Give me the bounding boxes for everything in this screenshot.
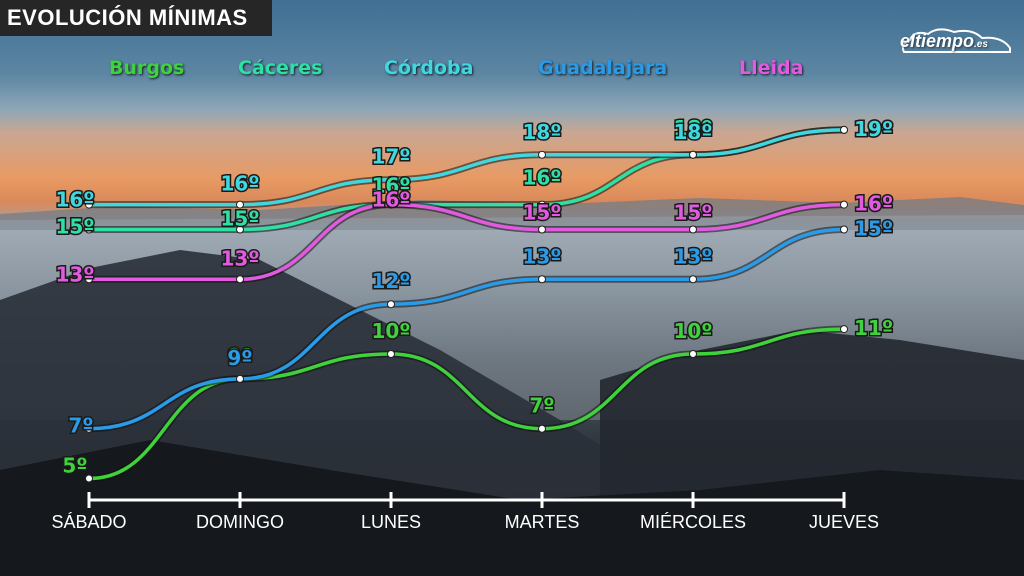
data-label-guadalajara: 13º bbox=[522, 244, 561, 268]
series-line-burgos bbox=[88, 327, 845, 481]
cloud-logo-icon bbox=[901, 28, 1011, 53]
data-point-cordoba bbox=[387, 175, 395, 184]
data-point-cordoba bbox=[689, 150, 697, 159]
data-label-burgos: 11º bbox=[854, 316, 893, 340]
data-point-guadalajara bbox=[689, 275, 697, 284]
data-point-burgos bbox=[840, 325, 848, 334]
data-point-guadalajara bbox=[236, 374, 244, 383]
brand-name: eltiempo bbox=[900, 31, 975, 51]
data-point-guadalajara bbox=[85, 424, 93, 433]
data-point-caceres bbox=[236, 225, 244, 234]
data-point-burgos bbox=[387, 350, 395, 358]
data-label-lleida: 15º bbox=[673, 201, 712, 225]
data-point-cordoba bbox=[538, 150, 546, 159]
x-tick-label: MARTES bbox=[505, 512, 580, 532]
data-label-cordoba: 17º bbox=[371, 145, 410, 169]
legend-lleida: Lleida bbox=[739, 57, 804, 79]
data-point-lleida bbox=[236, 275, 244, 284]
x-tick-label: MIÉRCOLES bbox=[640, 512, 746, 532]
data-point-lleida bbox=[538, 225, 546, 234]
data-point-guadalajara bbox=[387, 300, 395, 309]
data-point-cordoba bbox=[236, 200, 244, 209]
data-point-lleida bbox=[85, 275, 93, 284]
data-label-lleida: 16º bbox=[371, 188, 410, 212]
data-point-guadalajara bbox=[840, 225, 848, 234]
data-label-cordoba: 19º bbox=[854, 117, 893, 141]
data-point-burgos bbox=[538, 424, 546, 433]
data-label-caceres: 15º bbox=[55, 215, 94, 239]
x-tick-label: SÁBADO bbox=[51, 512, 126, 532]
data-label-burgos: 9º bbox=[227, 344, 252, 368]
data-point-guadalajara bbox=[538, 275, 546, 284]
data-point-burgos bbox=[85, 474, 93, 483]
series-line-lleida bbox=[88, 202, 845, 282]
data-label-cordoba: 18º bbox=[522, 120, 561, 144]
x-tick-label: JUEVES bbox=[809, 512, 879, 532]
legend-cordoba: Córdoba bbox=[384, 57, 474, 79]
data-label-burgos: 10º bbox=[371, 319, 410, 343]
distant-mountains bbox=[0, 197, 1024, 230]
data-label-cordoba: 16º bbox=[220, 172, 259, 196]
data-label-guadalajara: 12º bbox=[371, 269, 410, 293]
x-tick-label: DOMINGO bbox=[196, 512, 284, 532]
data-point-lleida bbox=[387, 200, 395, 209]
data-label-caceres: 19º bbox=[854, 117, 893, 141]
data-label-cordoba: 16º bbox=[55, 188, 94, 212]
data-label-caceres: 15º bbox=[220, 207, 259, 231]
legend-burgos: Burgos bbox=[109, 57, 185, 79]
series-line-cordoba bbox=[88, 128, 845, 207]
page-title: EVOLUCIÓN MÍNIMAS bbox=[7, 5, 248, 30]
data-point-cordoba bbox=[840, 125, 848, 134]
data-label-lleida: 16º bbox=[854, 192, 893, 216]
series-line-shadow-guadalajara bbox=[88, 226, 845, 433]
legend-guadalajara: Guadalajara bbox=[538, 57, 668, 79]
data-point-caceres bbox=[85, 225, 93, 234]
data-label-burgos: 5º bbox=[62, 454, 87, 478]
data-label-guadalajara: 15º bbox=[854, 217, 893, 241]
data-label-lleida: 13º bbox=[220, 246, 259, 270]
data-label-guadalajara: 9º bbox=[227, 346, 252, 370]
data-label-burgos: 7º bbox=[529, 394, 554, 418]
data-label-caceres: 16º bbox=[371, 174, 410, 198]
data-label-caceres: 18º bbox=[673, 116, 712, 140]
brand-logo[interactable]: eltiempo.es bbox=[900, 31, 988, 52]
data-point-lleida bbox=[689, 225, 697, 234]
data-point-caceres bbox=[538, 200, 546, 209]
brand-tld: .es bbox=[974, 39, 988, 50]
data-label-guadalajara: 7º bbox=[68, 414, 93, 438]
legend-caceres: Cáceres bbox=[238, 57, 323, 79]
data-point-lleida bbox=[840, 200, 848, 209]
data-point-cordoba bbox=[85, 200, 93, 209]
data-label-caceres: 16º bbox=[522, 166, 561, 190]
series-line-guadalajara bbox=[88, 227, 845, 431]
data-label-lleida: 13º bbox=[55, 262, 94, 286]
title-box: EVOLUCIÓN MÍNIMAS bbox=[0, 0, 272, 36]
foreground-forest bbox=[0, 440, 1024, 576]
x-tick-label: LUNES bbox=[361, 512, 421, 532]
data-label-burgos: 10º bbox=[673, 319, 712, 343]
data-point-burgos bbox=[689, 350, 697, 358]
data-label-cordoba: 18º bbox=[673, 120, 712, 144]
data-label-lleida: 15º bbox=[522, 201, 561, 225]
data-label-guadalajara: 13º bbox=[673, 244, 712, 268]
